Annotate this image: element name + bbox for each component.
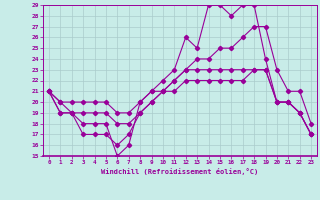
X-axis label: Windchill (Refroidissement éolien,°C): Windchill (Refroidissement éolien,°C) (101, 168, 259, 175)
